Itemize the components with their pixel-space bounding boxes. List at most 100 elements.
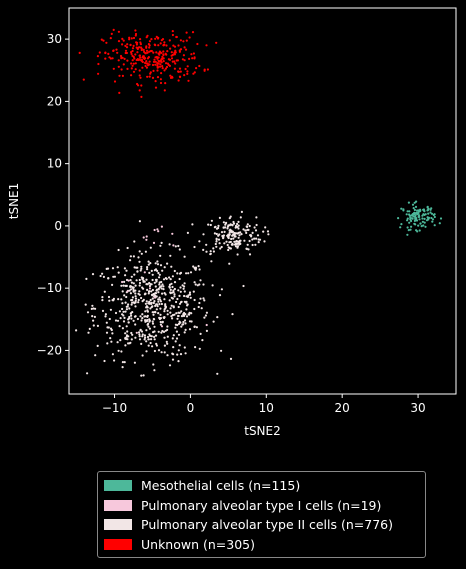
data-point [152,313,155,316]
data-point [182,287,185,290]
data-point [148,287,152,290]
data-point [125,269,128,272]
data-point [130,314,133,317]
data-point [175,330,178,333]
data-point [166,50,169,53]
data-point [116,319,120,322]
data-point [98,51,101,54]
data-point [141,354,144,357]
data-point [122,314,125,317]
data-point [240,233,243,236]
data-point [439,217,443,220]
data-point [201,339,204,342]
data-point [186,303,189,306]
data-point [215,238,218,241]
data-point [165,340,168,343]
data-point [100,38,103,41]
data-point [90,307,93,310]
data-point [168,299,171,302]
data-point [253,226,256,229]
data-point [160,351,163,354]
data-point [133,240,136,243]
data-point [161,283,164,286]
data-point [232,237,235,240]
data-point [129,279,132,282]
data-point [127,303,130,306]
data-point [105,321,108,324]
data-point [148,300,151,303]
data-point [86,372,89,375]
data-point [209,253,212,256]
data-point [97,62,100,66]
data-point [151,288,154,292]
data-point [400,207,403,210]
data-point [397,217,400,220]
data-point [251,238,254,241]
data-point [153,228,156,232]
data-point [151,297,154,300]
data-point [112,67,115,70]
data-point [141,333,144,336]
data-point [134,323,137,326]
data-point [130,275,133,278]
data-point [183,319,187,322]
data-point [195,67,198,70]
data-point [134,53,137,56]
data-point [417,214,421,217]
data-point [146,310,149,313]
data-point [184,48,188,51]
data-point [173,67,176,70]
x-tick-label: 20 [335,401,350,415]
data-point [155,51,158,54]
data-point [104,51,107,54]
data-point [421,217,424,220]
data-point [148,60,151,63]
data-point [150,269,153,272]
data-point [140,95,143,98]
data-point [411,203,415,206]
data-point [168,39,171,42]
data-point [422,213,425,216]
data-point [138,284,141,287]
data-point [154,80,157,83]
data-point [154,44,157,47]
data-point [134,284,137,287]
data-point [111,283,114,286]
data-point [145,340,148,343]
data-point [136,266,139,269]
data-point [146,288,149,291]
data-point [124,310,127,313]
data-point [183,282,186,285]
data-point [160,51,163,55]
data-point [142,236,145,239]
data-point [227,236,230,240]
data-point [410,225,413,228]
data-point [130,281,133,284]
data-point [136,51,139,54]
scatter-chart: −10 0 10 20 30 −20 −10 0 10 20 30 tSNE2 tSNE1 [7,7,457,438]
data-point [138,281,142,285]
data-point [159,307,162,310]
data-point [157,59,160,62]
data-point [220,245,223,249]
data-point [107,326,110,329]
data-point [162,278,166,281]
data-point [247,228,250,231]
x-axis-label: tSNE2 [244,424,281,438]
data-point [153,300,156,303]
data-point [126,67,129,70]
data-point [165,65,169,69]
data-point [212,320,215,323]
data-point [107,295,111,299]
data-point [92,319,95,322]
data-point [123,361,126,364]
data-point [173,287,176,291]
data-point [78,51,81,55]
data-point [124,284,127,287]
legend-item: Mesothelial cells (n=115) [104,476,425,496]
data-point [134,68,137,71]
data-point [142,374,145,377]
data-point [169,311,172,314]
data-point [140,374,143,377]
data-point [145,305,148,308]
